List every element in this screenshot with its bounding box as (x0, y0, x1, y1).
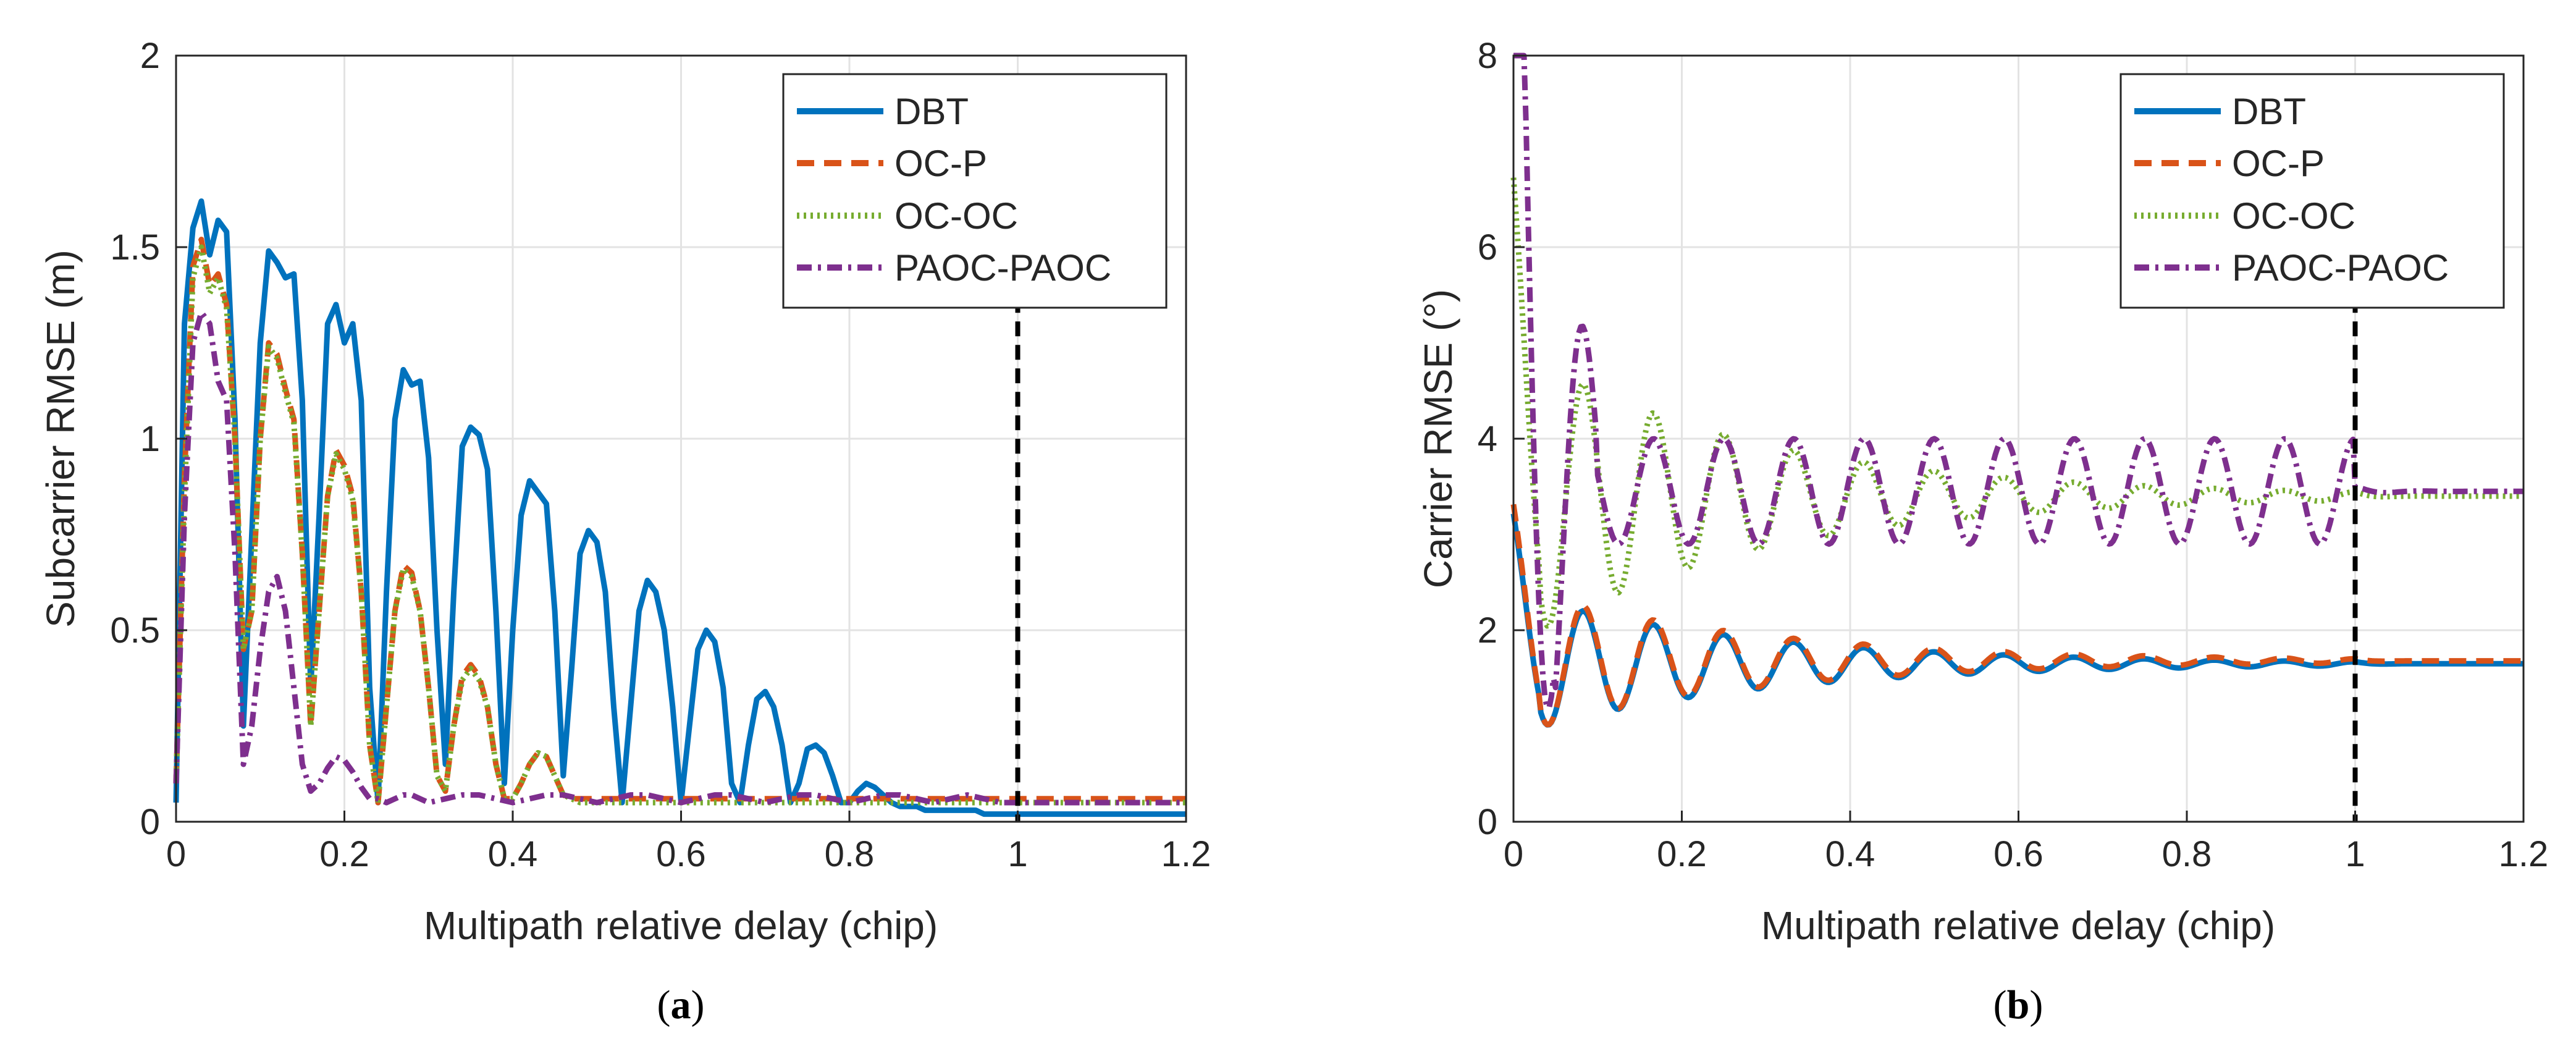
x-tick-label: 0 (166, 834, 186, 874)
legend-label-oc-p: OC-P (2232, 143, 2325, 184)
chart-a-legend: DBT OC-P OC-OC PAOC-PAOC (782, 73, 1168, 309)
y-tick-label: 8 (1478, 36, 1497, 76)
y-tick-label: 6 (1478, 227, 1497, 268)
caption-a: (a) (657, 982, 705, 1027)
chart-b-legend: DBT OC-P OC-OC PAOC-PAOC (2119, 73, 2505, 309)
legend-label-paoc-paoc: PAOC-PAOC (2232, 247, 2449, 289)
x-tick-label: 0.2 (319, 834, 369, 874)
x-tick-label: 0.6 (656, 834, 706, 874)
legend-label-dbt: DBT (2232, 91, 2306, 132)
x-tick-label: 0.4 (488, 834, 538, 874)
y-tick-label: 2 (1478, 610, 1497, 651)
y-tick-label: 4 (1478, 419, 1497, 459)
x-tick-label: 0.4 (1825, 834, 1875, 874)
y-tick-label: 0 (1478, 802, 1497, 842)
x-tick-label: 1 (1008, 834, 1027, 874)
chart-b-ticks: 0 0.2 0.4 0.6 0.8 1 1.2 0 2 4 6 8 (1478, 36, 2549, 874)
legend-label-oc-p: OC-P (894, 143, 987, 184)
chart-a-ticks: 0 0.2 0.4 0.6 0.8 1 1.2 0 0.5 1 1.5 2 (110, 36, 1211, 874)
series-line-paoc-paoc (173, 309, 1186, 806)
y-tick-label: 1 (140, 419, 160, 459)
legend-label-oc-oc: OC-OC (2232, 195, 2355, 237)
caption-b: (b) (1993, 982, 2044, 1027)
chart-a: 0 0.2 0.4 0.6 0.8 1 1.2 0 0.5 1 1.5 2 Multipath rel… (38, 36, 1211, 1027)
series-line-dbt (173, 198, 1186, 817)
chart-b: 0 0.2 0.4 0.6 0.8 1 1.2 0 2 4 6 8 Multipath relativ… (1416, 36, 2548, 1027)
legend-label-oc-oc: OC-OC (894, 195, 1018, 237)
x-tick-label: 0.6 (1993, 834, 2044, 874)
y-tick-label: 2 (140, 36, 160, 76)
chart-a-x-axis-label: Multipath relative delay (chip) (424, 903, 938, 948)
x-tick-label: 0.8 (2162, 834, 2212, 874)
chart-b-x-axis-label: Multipath relative delay (chip) (1761, 903, 2275, 948)
chart-a-series (173, 198, 1186, 817)
x-tick-label: 1 (2345, 834, 2365, 874)
x-tick-label: 0 (1504, 834, 1523, 874)
series-line-oc-oc (173, 244, 1186, 806)
y-tick-label: 0 (140, 802, 160, 842)
x-tick-label: 0.8 (825, 834, 875, 874)
legend-label-paoc-paoc: PAOC-PAOC (894, 247, 1111, 289)
chart-a-y-axis-label: Subcarrier RMSE (m) (38, 250, 83, 628)
x-tick-label: 1.2 (2499, 834, 2549, 874)
y-tick-label: 1.5 (110, 227, 160, 268)
x-tick-label: 0.2 (1657, 834, 1707, 874)
legend-label-dbt: DBT (894, 91, 969, 132)
x-tick-label: 1.2 (1161, 834, 1211, 874)
chart-b-y-axis-label: Carrier RMSE (°) (1416, 289, 1460, 588)
y-tick-label: 0.5 (110, 610, 160, 651)
